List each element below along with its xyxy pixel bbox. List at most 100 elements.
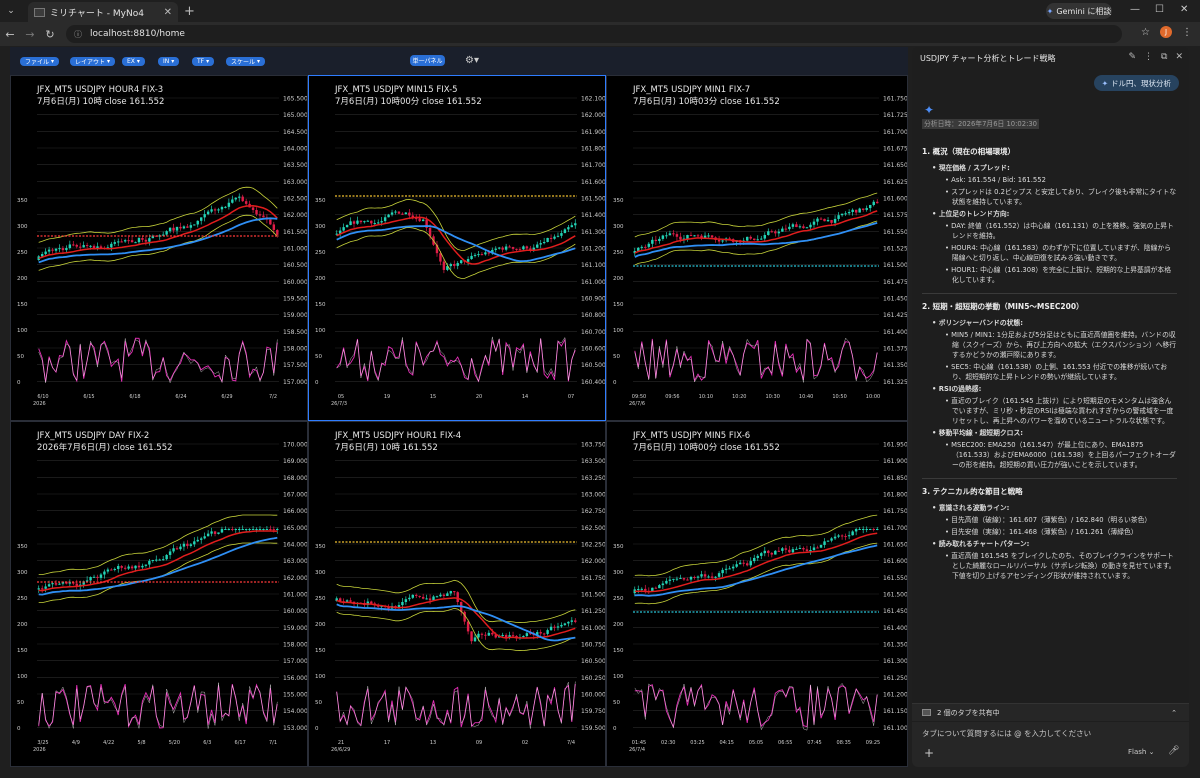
menu-in-button[interactable]: IN ▾ — [158, 57, 180, 66]
menu-file-button[interactable]: ファイル ▾ — [20, 57, 60, 66]
candle-body — [168, 551, 172, 555]
browser-tab[interactable]: ミリチャート - MyNo4 ✕ — [28, 2, 178, 22]
candle-body — [466, 259, 470, 262]
tab-title: ミリチャート - MyNo4 — [50, 8, 144, 19]
x-year-label: 26/7/4 — [629, 747, 645, 753]
candlestick-chart[interactable]: 170.000 169.000 168.000 167.000 166.000 165.0… — [11, 422, 308, 767]
url-input[interactable]: ⓘ localhost:8810/home — [66, 25, 1122, 43]
chart-panel[interactable]: 163.750 163.500 163.250 163.000 162.750 162.5… — [308, 421, 606, 767]
y-tick-label: 169.000 — [283, 458, 308, 465]
menu-scale-button[interactable]: スケール ▾ — [226, 57, 266, 66]
candle-body — [774, 550, 777, 555]
x-tick-label: 04:15 — [720, 740, 734, 746]
settings-gear-icon[interactable]: ⚙▾ — [465, 55, 479, 66]
candle-body — [106, 247, 110, 249]
back-icon[interactable]: ← — [5, 27, 15, 41]
candle-body — [68, 582, 72, 584]
left-tick-label: 0 — [613, 726, 617, 732]
rsi-line — [336, 338, 576, 383]
candle-body — [456, 263, 459, 266]
new-tab-button[interactable]: + — [184, 3, 195, 19]
side-close-icon[interactable]: ✕ — [1175, 52, 1183, 62]
candle-body — [487, 252, 491, 254]
candlestick-chart[interactable]: 163.750 163.500 163.250 163.000 162.750 162.5… — [309, 422, 606, 767]
menu-layout-button[interactable]: レイアウト ▾ — [70, 57, 116, 66]
y-tick-label: 160.600 — [581, 346, 606, 353]
y-tick-label: 161.375 — [883, 346, 908, 353]
menu-ex-button[interactable]: EX ▾ — [122, 57, 145, 66]
profile-avatar[interactable]: J — [1160, 26, 1172, 38]
model-selector[interactable]: Flash ⌄ — [1128, 748, 1155, 756]
candle-body — [210, 209, 213, 212]
menu-tf-button[interactable]: TF ▾ — [192, 57, 215, 66]
open-window-icon[interactable]: ⧉ — [1161, 52, 1168, 62]
candle-body — [830, 538, 833, 541]
minimize-icon[interactable]: — — [1130, 4, 1140, 15]
candle-body — [435, 244, 439, 254]
candle-body — [172, 227, 175, 231]
rsi-signal-line — [336, 336, 576, 383]
reload-icon[interactable]: ↻ — [45, 27, 55, 41]
section-3-title: 3. テクニカル的な節目と戦略 — [922, 487, 1023, 496]
candle-body — [363, 221, 366, 223]
chevron-up-icon[interactable]: ⌃ — [1171, 708, 1177, 717]
candle-body — [745, 236, 749, 241]
tab-search-icon[interactable]: ⌄ — [7, 6, 15, 16]
candlestick-chart[interactable]: 165.500 165.000 164.500 164.000 163.500 163.0… — [11, 76, 308, 421]
candle-body — [686, 579, 689, 581]
x-tick-label: 02 — [522, 740, 528, 746]
shared-tabs-bar[interactable]: 2 個のタブを共有中 ⌃ — [912, 703, 1189, 721]
add-icon[interactable]: + — [924, 746, 935, 760]
chart-panel[interactable]: 170.000 169.000 168.000 167.000 166.000 165.0… — [10, 421, 308, 767]
x-tick-label: 7/4 — [567, 740, 575, 746]
gemini-button[interactable]: ✦ Gemini に相談 — [1046, 3, 1112, 19]
x-tick-label: 10:10 — [699, 394, 713, 400]
browser-menu-icon[interactable]: ⋮ — [1182, 26, 1192, 38]
chart-panel[interactable]: 162.100 162.000 161.900 161.800 161.700 161.6… — [308, 75, 606, 421]
candle-body — [113, 242, 116, 244]
candle-body — [570, 225, 574, 228]
single-panel-button[interactable]: 単一パネル — [410, 55, 445, 66]
candle-body — [248, 529, 251, 530]
left-tick-label: 200 — [613, 276, 624, 282]
candle-body — [539, 632, 542, 634]
candle-body — [654, 587, 658, 589]
y-tick-label: 161.500 — [581, 196, 606, 203]
candle-body — [826, 220, 830, 222]
ema-slow-line — [336, 225, 576, 262]
forward-icon[interactable]: → — [25, 27, 35, 41]
s1-bullet-1: 現在価格 / スプレッド: — [932, 163, 1177, 173]
chat-input[interactable]: タブについて質問するには @ を入力してください — [922, 729, 1092, 738]
candle-body — [175, 548, 179, 550]
candle-body — [200, 538, 203, 540]
candle-body — [161, 234, 165, 236]
candlestick-chart[interactable]: 161.750 161.725 161.700 161.675 161.650 161.6… — [607, 76, 908, 421]
maximize-icon[interactable]: ☐ — [1155, 4, 1164, 15]
candlestick-chart[interactable]: 162.100 162.000 161.900 161.800 161.700 161.6… — [309, 76, 606, 421]
candle-body — [717, 239, 721, 242]
menu-ex-label: EX — [127, 58, 135, 65]
candle-body — [96, 576, 99, 578]
candle-body — [749, 561, 752, 566]
chart-panel[interactable]: 165.500 165.000 164.500 164.000 163.500 163.0… — [10, 75, 308, 421]
candle-body — [196, 220, 199, 225]
window-close-icon[interactable]: ✕ — [1180, 4, 1189, 15]
candle-body — [120, 241, 123, 243]
candlestick-chart[interactable]: 161.950 161.900 161.850 161.800 161.750 161.7… — [607, 422, 908, 767]
candle-body — [703, 574, 707, 577]
x-tick-label: 4/9 — [72, 740, 80, 746]
tab-close-icon[interactable]: ✕ — [163, 6, 172, 18]
candle-body — [791, 549, 795, 553]
site-info-icon[interactable]: ⓘ — [74, 29, 82, 39]
chart-panel[interactable]: 161.950 161.900 161.850 161.800 161.750 161.7… — [606, 421, 908, 767]
candle-body — [418, 218, 421, 222]
chart-panel[interactable]: 161.750 161.725 161.700 161.675 161.650 161.6… — [606, 75, 908, 421]
bookmark-star-icon[interactable]: ☆ — [1141, 26, 1150, 38]
mic-icon[interactable]: 🎤︎ — [1168, 746, 1180, 756]
s2-bullet-3: 移動平均線・超短期クロス: — [932, 428, 1177, 438]
new-chat-icon[interactable]: ✎ — [1128, 52, 1137, 62]
candle-body — [477, 254, 480, 256]
candle-body — [570, 620, 574, 622]
more-icon[interactable]: ⋮ — [1144, 52, 1154, 62]
chat-input-area: タブについて質問するには @ を入力してください + Flash ⌄ 🎤︎ — [912, 722, 1189, 767]
